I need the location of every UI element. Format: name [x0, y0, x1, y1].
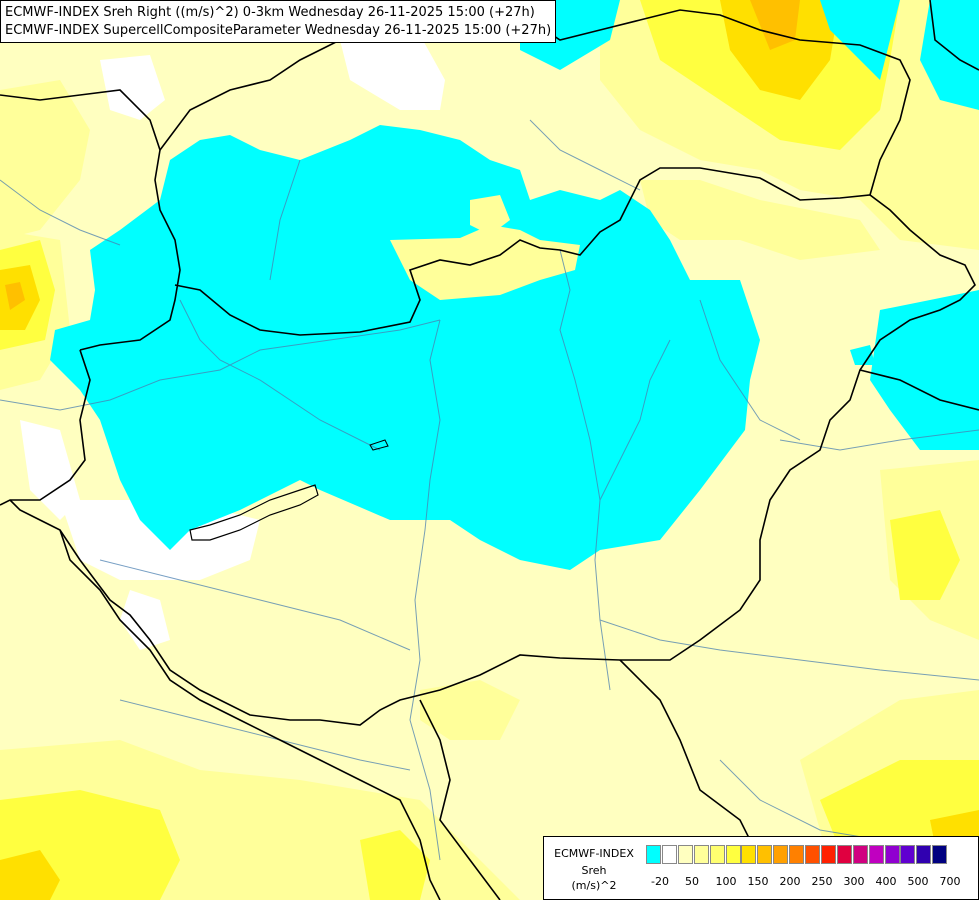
- legend-tick-label: 400: [875, 875, 897, 888]
- legend-swatch: [725, 845, 741, 864]
- legend-tick-label: 150: [747, 875, 769, 888]
- legend-title: ECMWF-INDEX: [554, 847, 634, 860]
- legend-swatch: [646, 845, 661, 864]
- sreh-cyan-areas: [50, 0, 979, 570]
- legend-swatch: [900, 845, 916, 864]
- border-hungary: [9, 167, 976, 726]
- legend-variable: Sreh: [581, 864, 607, 877]
- border-ukraine-romania: [929, 0, 979, 71]
- legend-swatch: [693, 845, 709, 864]
- legend-tick-label: 100: [715, 875, 737, 888]
- legend-swatch: [852, 845, 868, 864]
- border-romania-inner: [859, 369, 979, 411]
- title-scp: ECMWF-INDEX SupercellCompositeParameter …: [5, 23, 552, 38]
- map-title-box: ECMWF-INDEX Sreh Right ((m/s)^2) 0-3km W…: [0, 0, 556, 43]
- legend-swatch: [916, 845, 932, 864]
- lake-small: [369, 439, 389, 451]
- legend-tick-label: 300: [843, 875, 865, 888]
- legend-swatch: [709, 845, 725, 864]
- legend-swatch: [773, 845, 789, 864]
- border-south: [419, 699, 501, 900]
- lake-balaton: [189, 484, 319, 541]
- legend-swatch: [820, 845, 836, 864]
- border-slovakia-poland: [159, 9, 911, 196]
- legend-swatch: [884, 845, 900, 864]
- legend-swatch: [757, 845, 773, 864]
- legend-swatch: [789, 845, 805, 864]
- legend-swatch: [805, 845, 820, 864]
- sreh-islands-in-cyan: [390, 195, 580, 300]
- legend-tick-label: 700: [939, 875, 961, 888]
- legend-swatch: [661, 845, 677, 864]
- legend-swatch: [677, 845, 693, 864]
- rivers: [0, 119, 979, 861]
- border-austria-slovenia: [0, 349, 91, 506]
- title-sreh: ECMWF-INDEX Sreh Right ((m/s)^2) 0-3km W…: [5, 5, 535, 20]
- legend-tick-label: 50: [685, 875, 699, 888]
- legend-unit: (m/s)^2: [571, 879, 617, 892]
- legend-tick-label: 200: [779, 875, 801, 888]
- border-croatia: [59, 529, 441, 900]
- border-north: [0, 89, 181, 351]
- legend-tick-label: 250: [811, 875, 833, 888]
- legend-swatch: [932, 845, 948, 864]
- legend-swatch: [868, 845, 884, 864]
- legend-swatch: [836, 845, 852, 864]
- legend-tick-label: -20: [651, 875, 669, 888]
- legend-swatch: [741, 845, 757, 864]
- legend-tick-label: 500: [907, 875, 929, 888]
- color-legend: ECMWF-INDEX Sreh (m/s)^2 -20 50 100 150 200 2…: [543, 836, 979, 900]
